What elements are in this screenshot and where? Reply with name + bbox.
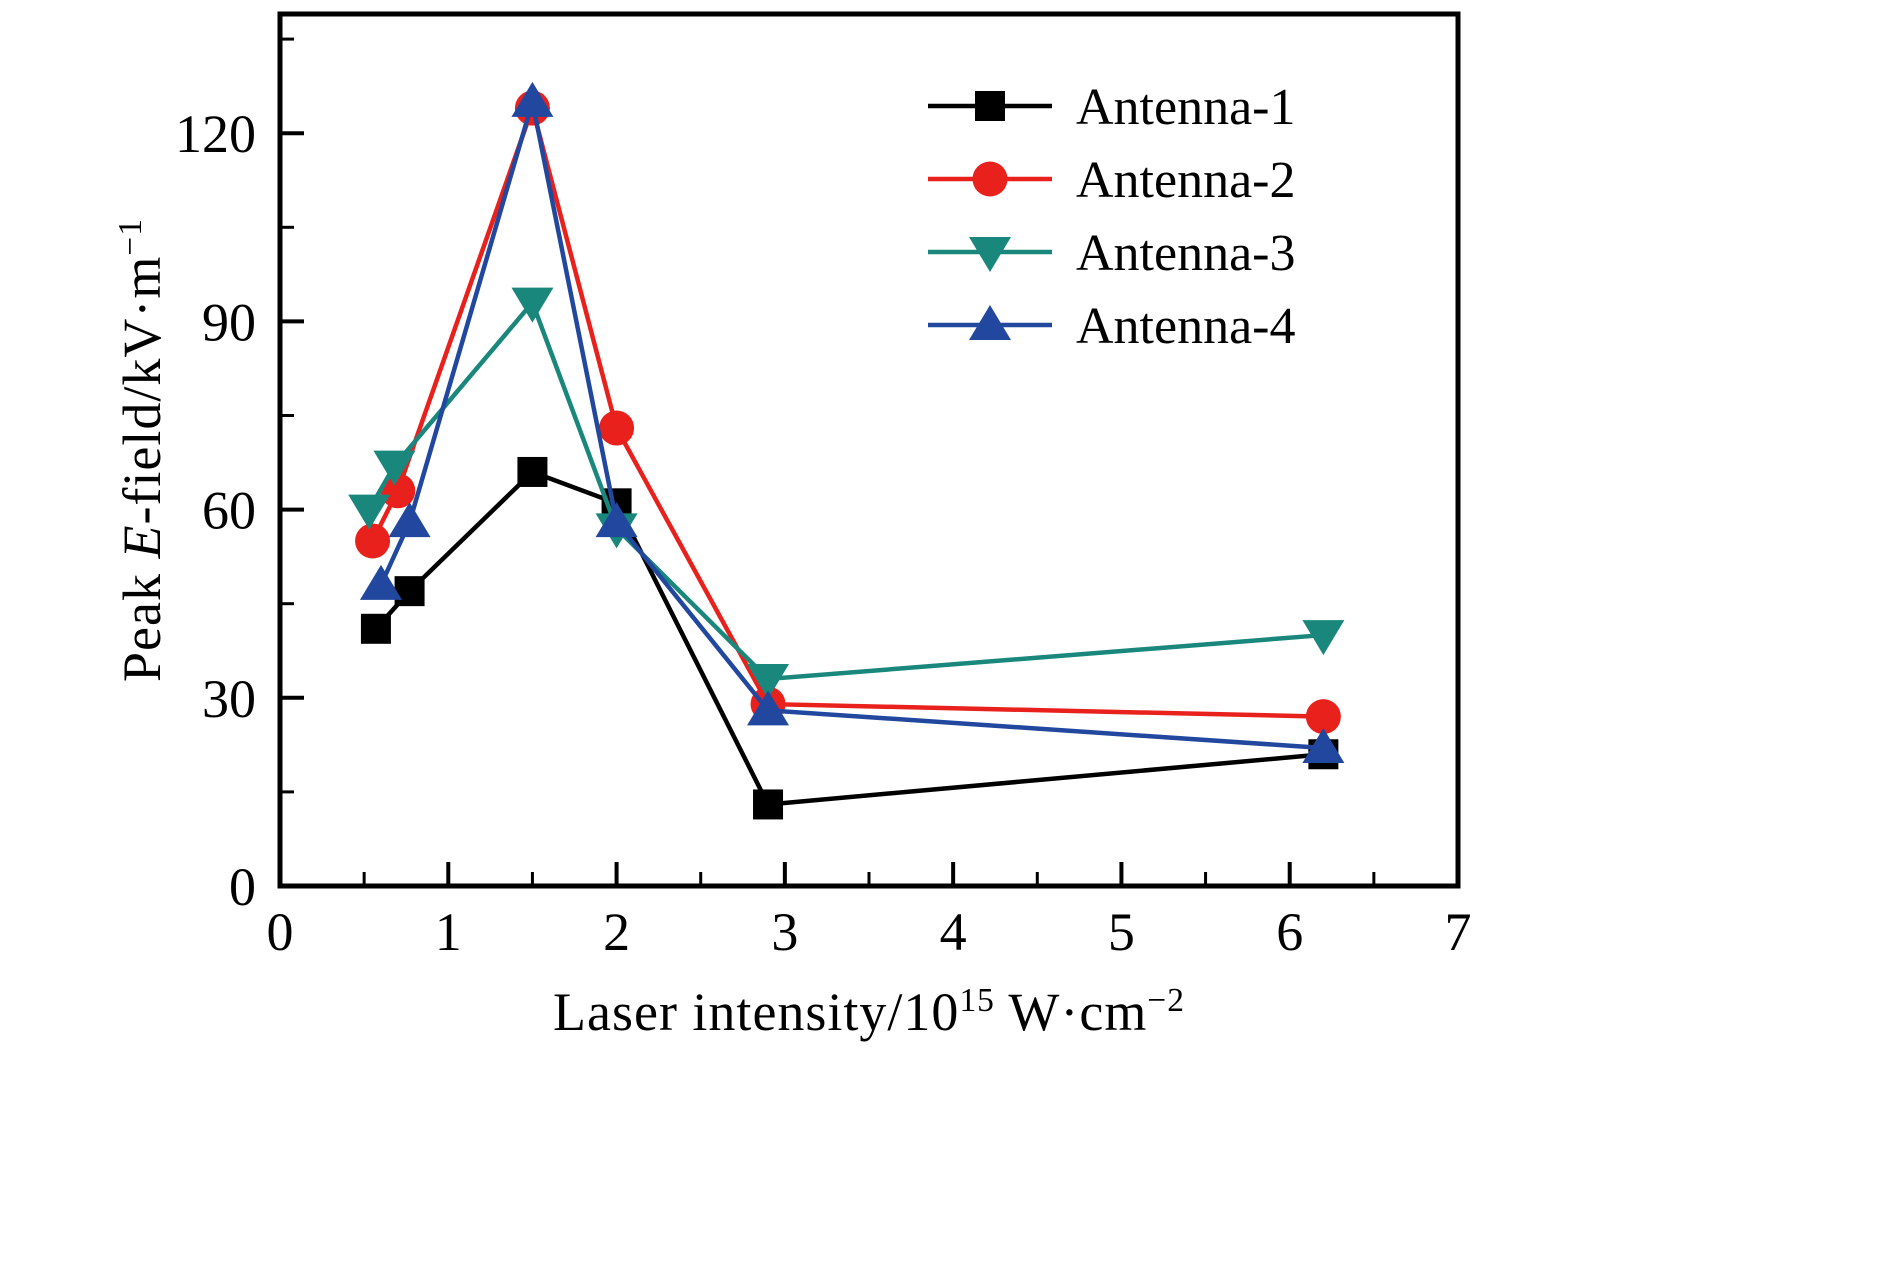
y-axis-label-text: Peak bbox=[112, 558, 172, 683]
x-tick-label: 0 bbox=[267, 902, 294, 962]
legend-marker-antenna-2 bbox=[972, 161, 1008, 197]
data-point-antenna-4 bbox=[1302, 727, 1345, 763]
series-line-antenna-1 bbox=[374, 469, 1324, 807]
data-point-antenna-3 bbox=[1302, 620, 1345, 656]
x-tick-label: 2 bbox=[603, 902, 630, 962]
data-point-antenna-4 bbox=[359, 564, 402, 600]
y-tick-label: 60 bbox=[202, 481, 256, 541]
x-tick-label: 4 bbox=[940, 902, 967, 962]
x-axis-label-exponent: 15 bbox=[959, 982, 995, 1019]
y-tick-label: 0 bbox=[229, 857, 256, 917]
x-axis-label-unit-exponent: −2 bbox=[1147, 982, 1185, 1019]
x-tick-label: 1 bbox=[435, 902, 462, 962]
y-tick-label: 90 bbox=[202, 292, 256, 352]
y-axis-label-unit: -field/kV·m bbox=[112, 255, 172, 525]
y-tick-label: 120 bbox=[175, 104, 256, 164]
x-tick-label: 7 bbox=[1445, 902, 1472, 962]
legend-marker-antenna-3 bbox=[969, 237, 1011, 272]
data-point-antenna-3 bbox=[511, 287, 554, 323]
legend-label-antenna-4: Antenna-4 bbox=[1076, 298, 1295, 355]
x-tick-label: 6 bbox=[1276, 902, 1303, 962]
x-tick-label: 3 bbox=[771, 902, 798, 962]
y-axis-label-unit-exponent: −1 bbox=[112, 217, 149, 256]
data-point-antenna-4 bbox=[511, 81, 554, 117]
data-point-antenna-4 bbox=[388, 502, 431, 538]
y-axis-label: Peak E-field/kV·m−1 bbox=[111, 218, 173, 682]
data-point-antenna-1 bbox=[753, 789, 784, 820]
data-point-antenna-3 bbox=[348, 494, 391, 530]
x-tick-label: 5 bbox=[1108, 902, 1135, 962]
legend-marker-antenna-4 bbox=[969, 305, 1011, 340]
data-point-antenna-4 bbox=[595, 502, 638, 538]
x-axis-label-text: Laser intensity/10 bbox=[553, 982, 960, 1042]
plot-frame bbox=[277, 11, 1461, 889]
data-point-antenna-4 bbox=[747, 690, 790, 726]
data-point-antenna-1 bbox=[360, 613, 391, 644]
data-point-antenna-2 bbox=[1305, 699, 1341, 735]
data-point-antenna-2 bbox=[355, 523, 391, 559]
legend-label-antenna-2: Antenna-2 bbox=[1076, 152, 1295, 209]
x-axis-label: Laser intensity/1015 W·cm−2 bbox=[553, 981, 1185, 1043]
data-point-antenna-2 bbox=[599, 410, 635, 446]
y-axis-label-efield: E bbox=[112, 524, 172, 559]
x-axis-label-unit: W·cm bbox=[994, 982, 1148, 1042]
data-point-antenna-2 bbox=[380, 473, 416, 509]
legend-label-antenna-1: Antenna-1 bbox=[1076, 79, 1295, 136]
data-point-antenna-3 bbox=[747, 663, 790, 699]
legend-marker-antenna-1 bbox=[975, 91, 1005, 121]
data-point-antenna-1 bbox=[517, 456, 548, 487]
legend-label-antenna-3: Antenna-3 bbox=[1076, 225, 1295, 282]
y-tick-label: 30 bbox=[202, 669, 256, 729]
data-point-antenna-3 bbox=[373, 450, 416, 486]
data-point-antenna-1 bbox=[394, 576, 425, 607]
